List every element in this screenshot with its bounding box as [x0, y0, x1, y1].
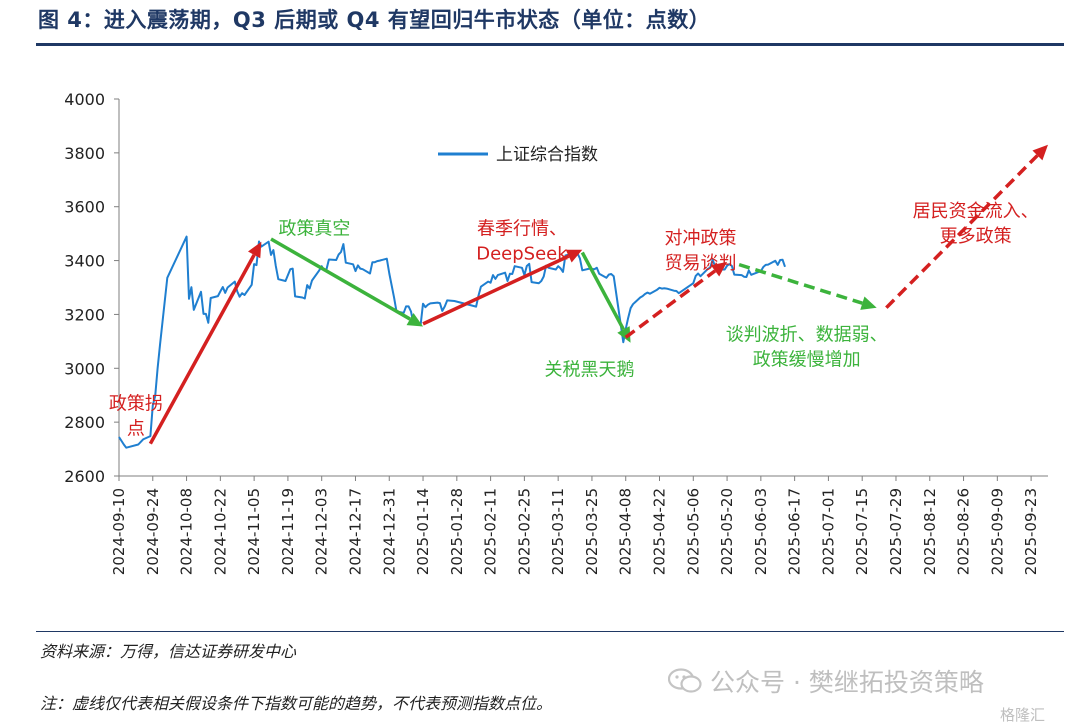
y-tick-label: 2600 [64, 467, 105, 486]
x-tick-label: 2025-06-17 [786, 488, 804, 575]
corner-mark: 格隆汇 [1000, 706, 1046, 724]
x-tick-label: 2025-04-08 [617, 488, 635, 575]
trend-arrow-line [270, 237, 411, 321]
legend-label: 上证综合指数 [496, 145, 598, 165]
x-tick-label: 2025-08-12 [921, 488, 939, 575]
x-tick-label: 2025-01-14 [414, 488, 432, 575]
annotation-label: 对冲政策 [665, 228, 737, 249]
annotation-label: 政策缓慢增加 [753, 350, 861, 371]
chart-title: 图 4：进入震荡期，Q3 后期或 Q4 有望回归牛市状态（单位：点数） [38, 8, 711, 32]
trend-arrows [148, 144, 1048, 445]
x-tick-label: 2025-03-11 [549, 488, 567, 575]
annotation-label: 点 [127, 418, 145, 439]
x-tick-label: 2024-12-03 [313, 488, 331, 575]
x-tick-label: 2025-05-06 [684, 488, 702, 575]
y-axis: 2600 2800 3000 3200 3400 3600 3800 4000 [64, 90, 1048, 486]
trend-arrow-line [148, 254, 256, 445]
x-tick-label: 2024-11-05 [245, 488, 263, 575]
y-tick-label: 3800 [64, 144, 105, 163]
x-axis: 2024-09-10 2024-09-24 2024-10-08 2024-10-22… [110, 476, 1040, 575]
annotation-label: 更多政策 [940, 226, 1012, 247]
annotation-label: 政策拐 [109, 393, 163, 414]
x-tick-label: 2025-01-28 [448, 488, 466, 575]
x-tick-label: 2025-07-29 [887, 488, 905, 575]
annotation-label: 居民资金流入、 [913, 201, 1039, 222]
x-tick-label: 2025-02-25 [515, 488, 533, 575]
trend-arrow-head [406, 312, 424, 327]
trend-arrow-line [738, 262, 863, 305]
trend-arrow-head [565, 249, 583, 263]
source-note: 资料来源：万得，信达证券研发中心 [40, 642, 297, 661]
x-tick-label: 2024-12-31 [380, 488, 398, 575]
y-tick-label: 3400 [64, 252, 105, 271]
trend-arrow-line [885, 154, 1039, 309]
y-tick-label: 3200 [64, 305, 105, 324]
annotation-label: 政策真空 [278, 218, 350, 239]
x-tick-label: 2024-10-08 [178, 488, 196, 575]
series-shanghai-composite [118, 235, 786, 449]
x-tick-label: 2025-07-15 [853, 488, 871, 575]
annotation-label: 春季行情、 [477, 218, 567, 239]
x-tick-label: 2025-02-11 [482, 488, 500, 575]
trend-arrow-line [624, 269, 717, 339]
x-tick-label: 2024-10-22 [211, 488, 229, 575]
trend-arrow-line [422, 254, 570, 326]
trend-arrow-head [1032, 144, 1048, 161]
trend-arrow-line [580, 251, 626, 331]
x-tick-label: 2025-07-01 [819, 488, 837, 575]
x-tick-label: 2024-09-10 [110, 488, 128, 575]
footer-divider [36, 631, 1064, 632]
trend-arrow-head [860, 296, 877, 310]
x-tick-label: 2024-09-24 [144, 488, 162, 575]
trend-arrow-head [710, 261, 728, 277]
annotation-label: 关税黑天鹅 [545, 360, 635, 381]
annotation-label: DeepSeek [476, 243, 568, 264]
watermark: 公众号 · 樊继拓投资策略 [668, 663, 984, 699]
trend-arrow-head [248, 241, 262, 259]
x-tick-label: 2025-09-23 [1022, 488, 1040, 575]
x-tick-label: 2025-05-20 [718, 488, 736, 575]
x-tick-label: 2025-09-09 [988, 488, 1006, 575]
x-tick-label: 2024-12-17 [346, 488, 364, 575]
title-divider [36, 43, 1064, 46]
x-tick-label: 2025-08-26 [955, 488, 973, 575]
series-line [118, 235, 786, 449]
y-tick-label: 3600 [64, 198, 105, 217]
y-tick-label: 3000 [64, 359, 105, 378]
legend: 上证综合指数 [438, 145, 598, 165]
footnote: 注：虚线仅代表相关假设条件下指数可能的趋势，不代表预测指数点位。 [40, 694, 553, 713]
x-tick-label: 2025-06-03 [752, 488, 770, 575]
x-tick-label: 2025-03-25 [583, 488, 601, 575]
x-tick-label: 2025-04-22 [651, 488, 669, 575]
annotation-label: 谈判波折、数据弱、 [726, 325, 888, 346]
y-tick-label: 2800 [64, 413, 105, 432]
watermark-text: 公众号 · 樊继拓投资策略 [710, 668, 984, 697]
trend-arrow-head [617, 326, 631, 343]
y-tick-label: 4000 [64, 90, 105, 109]
wechat-icon [668, 668, 702, 693]
annotation-label: 贸易谈判 [665, 253, 737, 274]
x-tick-label: 2024-11-19 [279, 488, 297, 575]
